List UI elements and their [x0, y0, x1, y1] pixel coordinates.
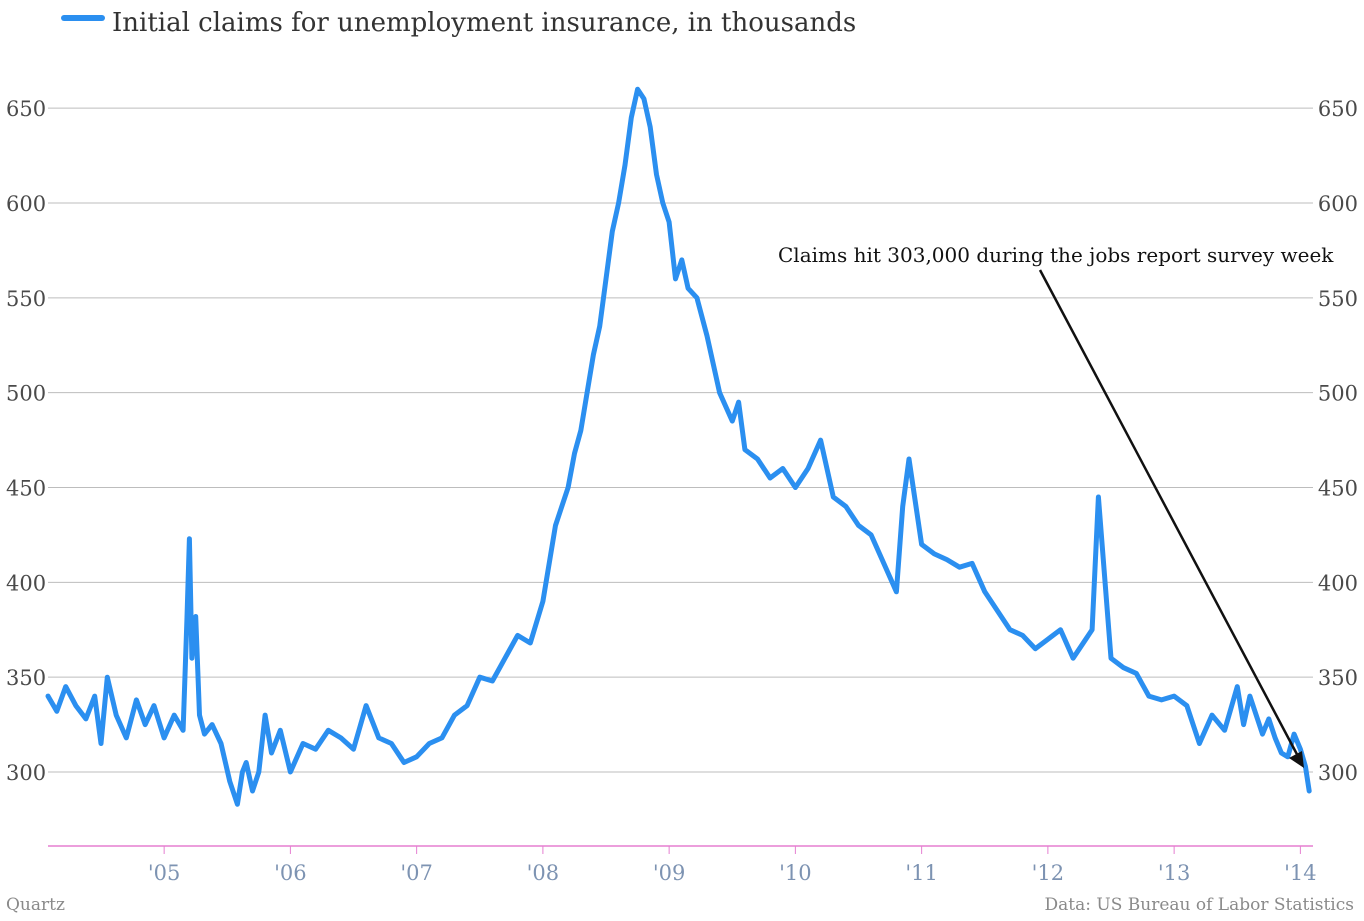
- y-axis-left: 300 350 400 450 500 550 600 650: [6, 97, 46, 785]
- y-tick-right-450: 450: [1318, 476, 1358, 500]
- y-tick-right-300: 300: [1318, 761, 1358, 785]
- y-tick-left-400: 400: [6, 571, 46, 595]
- y-tick-left-600: 600: [6, 192, 46, 216]
- annotation-text: Claims hit 303,000 during the jobs repor…: [778, 243, 1334, 267]
- x-tick-2014: '14: [1284, 861, 1317, 885]
- footer-source-left: Quartz: [6, 895, 65, 915]
- y-tick-left-300: 300: [6, 761, 46, 785]
- y-tick-right-600: 600: [1318, 192, 1358, 216]
- y-tick-left-450: 450: [6, 476, 46, 500]
- y-axis-right: 300 350 400 450 500 550 600 650: [1318, 97, 1358, 785]
- annotation: Claims hit 303,000 during the jobs repor…: [778, 243, 1334, 768]
- y-tick-right-400: 400: [1318, 571, 1358, 595]
- x-tick-2005: '05: [148, 861, 181, 885]
- footer-source-right: Data: US Bureau of Labor Statistics: [1045, 895, 1354, 915]
- y-tick-right-350: 350: [1318, 666, 1358, 690]
- annotation-arrow: [1038, 269, 1302, 761]
- grid-lines: [48, 107, 1313, 773]
- x-tick-2012: '12: [1032, 861, 1065, 885]
- x-tick-2009: '09: [653, 861, 686, 885]
- x-axis: '05 '06 '07 '08 '09 '10 '11 '12 '13 '14: [148, 846, 1317, 885]
- series-line-initial-claims: [45, 86, 1312, 807]
- y-tick-right-650: 650: [1318, 97, 1358, 121]
- x-tick-2008: '08: [527, 861, 560, 885]
- y-tick-left-350: 350: [6, 666, 46, 690]
- x-tick-2006: '06: [274, 861, 307, 885]
- y-tick-left-500: 500: [6, 382, 46, 406]
- legend-label: Initial claims for unemployment insuranc…: [112, 8, 856, 38]
- x-tick-2010: '10: [779, 861, 812, 885]
- y-tick-right-550: 550: [1318, 287, 1358, 311]
- y-tick-left-550: 550: [6, 287, 46, 311]
- x-tick-2011: '11: [905, 861, 938, 885]
- x-tick-2007: '07: [400, 861, 433, 885]
- annotation-arrowhead: [1289, 751, 1304, 768]
- y-tick-left-650: 650: [6, 97, 46, 121]
- x-tick-2013: '13: [1158, 861, 1191, 885]
- y-tick-right-500: 500: [1318, 382, 1358, 406]
- legend: Initial claims for unemployment insuranc…: [61, 8, 856, 38]
